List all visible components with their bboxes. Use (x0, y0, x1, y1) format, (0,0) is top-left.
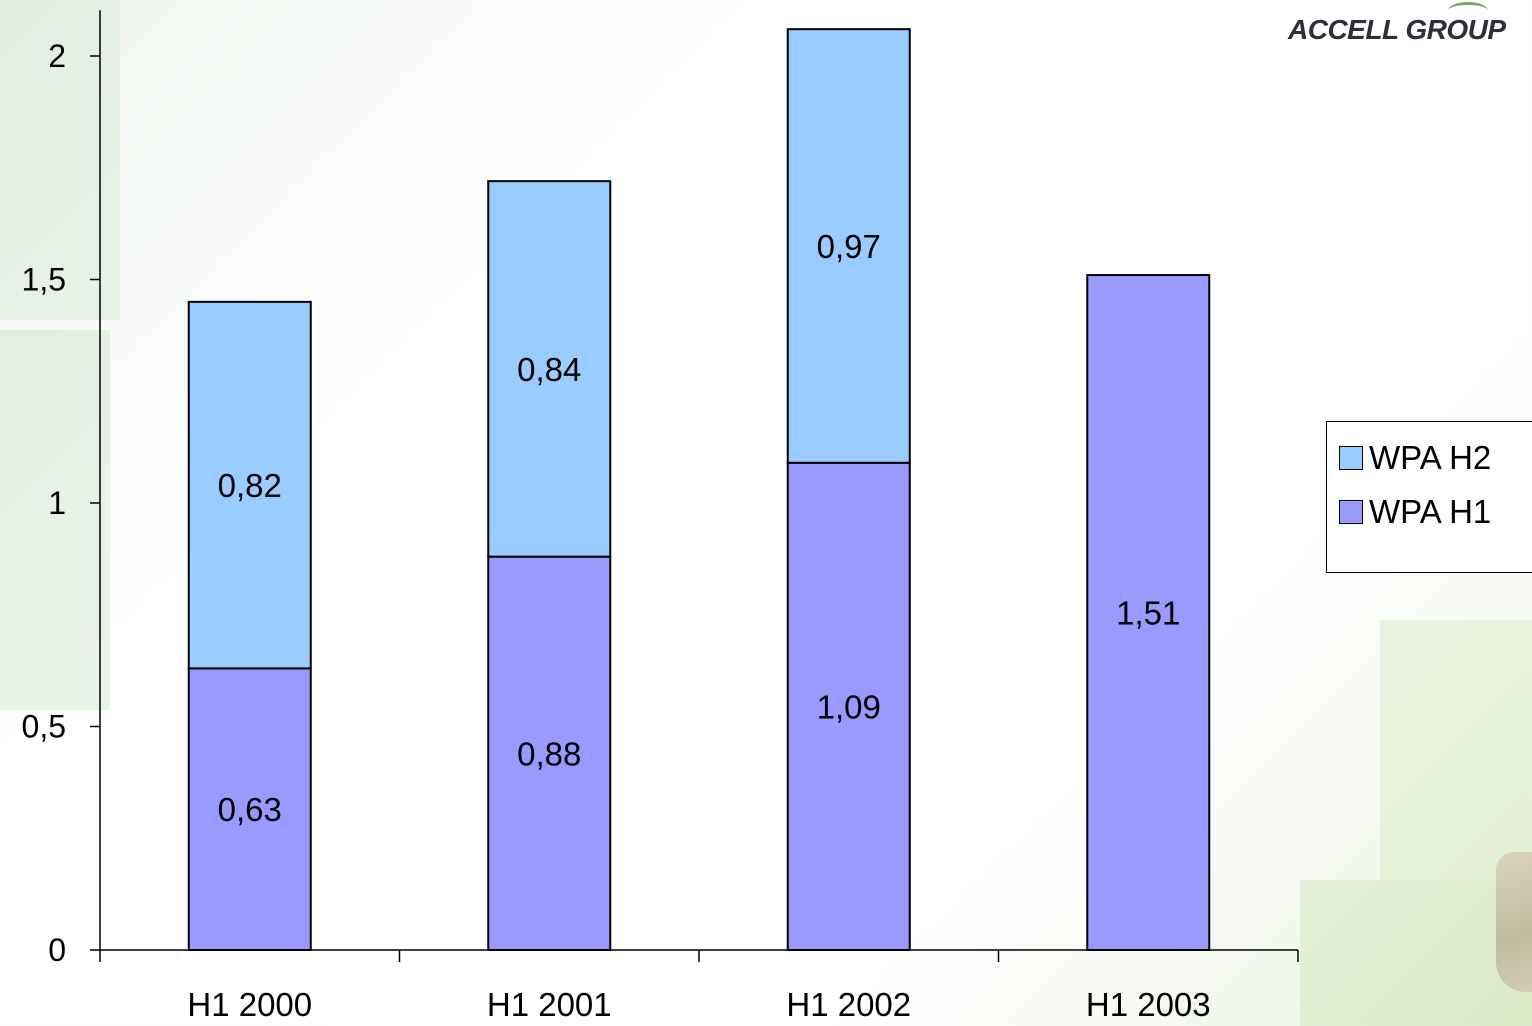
bar-data-label: 1,09 (817, 688, 881, 725)
bar-data-label: 0,63 (218, 791, 282, 828)
company-logo: ACCELL GROUP (1288, 14, 1506, 45)
bar-data-label: 0,97 (817, 228, 881, 265)
bar-segment (1086, 274, 1211, 951)
chart-bars (187, 28, 1211, 951)
bar-segment (487, 180, 612, 558)
bar-segment (187, 667, 312, 951)
bar-data-label: 0,88 (517, 735, 581, 772)
legend-swatch-wpa-h2 (1339, 446, 1363, 470)
y-tick-label: 0 (48, 932, 66, 968)
legend-label-wpa-h2: WPA H2 (1369, 439, 1492, 476)
legend-item-wpa-h1: WPA H1 (1339, 492, 1491, 532)
bar-segment (487, 555, 612, 951)
chart-legend: WPA H2 WPA H1 (1326, 421, 1532, 573)
bar-data-label: 0,82 (218, 467, 282, 504)
bar-segment (786, 28, 911, 464)
x-category-label: H1 2000 (187, 986, 312, 1023)
logo-swoosh (1448, 2, 1488, 19)
legend-label-wpa-h1: WPA H1 (1369, 493, 1492, 530)
x-category-label: H1 2002 (786, 986, 911, 1023)
decorative-photo (1496, 852, 1532, 992)
y-tick-label: 0,5 (22, 709, 66, 745)
y-tick-label: 1,5 (22, 262, 66, 298)
bar-segment (187, 300, 312, 670)
bar-data-label: 0,84 (517, 351, 581, 388)
x-category-label: H1 2003 (1086, 986, 1211, 1023)
y-tick-label: 1 (48, 485, 66, 521)
y-tick-label: 2 (48, 38, 66, 74)
legend-item-wpa-h2: WPA H2 (1339, 438, 1491, 478)
legend-swatch-wpa-h1 (1339, 500, 1363, 524)
x-category-label: H1 2001 (487, 986, 612, 1023)
bar-data-label: 1,51 (1116, 595, 1180, 632)
chart-data-labels: 0,63 0,82 0,88 0,84 1,09 0,97 1,51 (218, 228, 1181, 828)
